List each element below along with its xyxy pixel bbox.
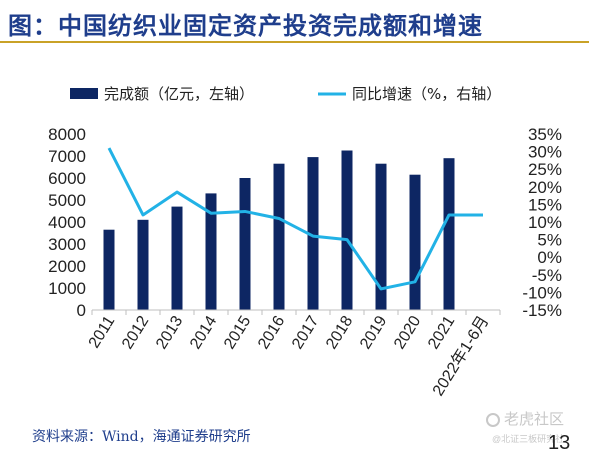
x-tick-label: 2018 xyxy=(323,313,356,352)
growth-line xyxy=(107,147,483,291)
page-number: 13 xyxy=(548,432,571,454)
right-tick-label: 20% xyxy=(528,178,562,197)
left-axis: 0 1000 2000 3000 4000 5000 6000 7000 8000 xyxy=(48,125,86,320)
tiger-logo-icon xyxy=(486,413,500,427)
source-note: 资料来源：Wind，海通证券研究所 xyxy=(32,429,251,445)
bar-2011 xyxy=(103,229,115,310)
right-tick-label: -10% xyxy=(522,283,562,302)
x-tick-label: 2016 xyxy=(255,313,288,352)
bar-2017 xyxy=(307,157,319,310)
bar-2015 xyxy=(239,178,251,310)
legend-bar-swatch xyxy=(70,88,98,99)
line-series xyxy=(107,147,483,291)
left-tick-label: 3000 xyxy=(48,235,86,254)
legend-bar-label: 完成额（亿元，左轴） xyxy=(104,85,254,103)
x-tick-label: 2014 xyxy=(187,313,220,352)
bar-2019 xyxy=(375,163,387,310)
right-tick-label: 5% xyxy=(537,231,562,250)
x-tick-label: 2017 xyxy=(289,313,322,352)
chart-legend: 完成额（亿元，左轴） 同比增速（%，右轴） xyxy=(70,85,501,103)
x-tick-label: 2021 xyxy=(425,313,458,352)
bar-2014 xyxy=(205,193,217,310)
left-tick-label: 4000 xyxy=(48,213,86,232)
left-tick-label: 8000 xyxy=(48,125,86,144)
bar-2012 xyxy=(137,219,149,310)
left-tick-label: 0 xyxy=(77,301,86,320)
bar-2020 xyxy=(409,174,421,310)
watermark-text: 老虎社区 xyxy=(504,411,565,428)
legend-line-label: 同比增速（%，右轴） xyxy=(352,85,501,103)
bar-2013 xyxy=(171,206,183,310)
left-tick-label: 5000 xyxy=(48,191,86,210)
right-tick-label: 15% xyxy=(528,195,562,214)
x-tick-label: 2015 xyxy=(221,313,254,352)
watermark: 老虎社区 xyxy=(486,408,564,429)
right-tick-label: 35% xyxy=(528,125,562,144)
x-tick-label: 2011 xyxy=(86,313,119,351)
x-axis: 2011 2012 2013 2014 2015 2016 2017 2018 2019 2020… xyxy=(86,309,501,399)
x-tick-label: 2020 xyxy=(391,313,424,352)
watermark-sub: @北证三板研究社 xyxy=(492,434,565,444)
right-tick-label: 25% xyxy=(528,160,562,179)
right-axis: -15%-10%-5%0%5%10%15%20%25%30%35% xyxy=(522,125,562,320)
left-tick-label: 1000 xyxy=(48,279,86,298)
bar-series xyxy=(103,150,455,310)
x-tick-label: 2019 xyxy=(357,313,390,352)
bar-2018 xyxy=(341,150,353,310)
x-tick-label: 2012 xyxy=(119,313,152,352)
right-tick-label: 10% xyxy=(528,213,562,232)
left-tick-label: 7000 xyxy=(48,147,86,166)
right-tick-label: -15% xyxy=(522,301,562,320)
chart-title: 图：中国纺织业固定资产投资完成额和增速 xyxy=(8,11,483,40)
bar-2021 xyxy=(443,158,455,310)
chart: 完成额（亿元，左轴） 同比增速（%，右轴） 0 1000 2000 3000 4000 50… xyxy=(48,85,562,399)
title-divider xyxy=(0,41,589,43)
x-tick-label: 2013 xyxy=(153,313,186,352)
right-tick-label: 0% xyxy=(537,248,562,267)
right-tick-label: -5% xyxy=(532,266,562,285)
right-tick-label: 30% xyxy=(528,143,562,162)
left-tick-label: 6000 xyxy=(48,169,86,188)
left-tick-label: 2000 xyxy=(48,257,86,276)
bar-2016 xyxy=(273,163,285,310)
